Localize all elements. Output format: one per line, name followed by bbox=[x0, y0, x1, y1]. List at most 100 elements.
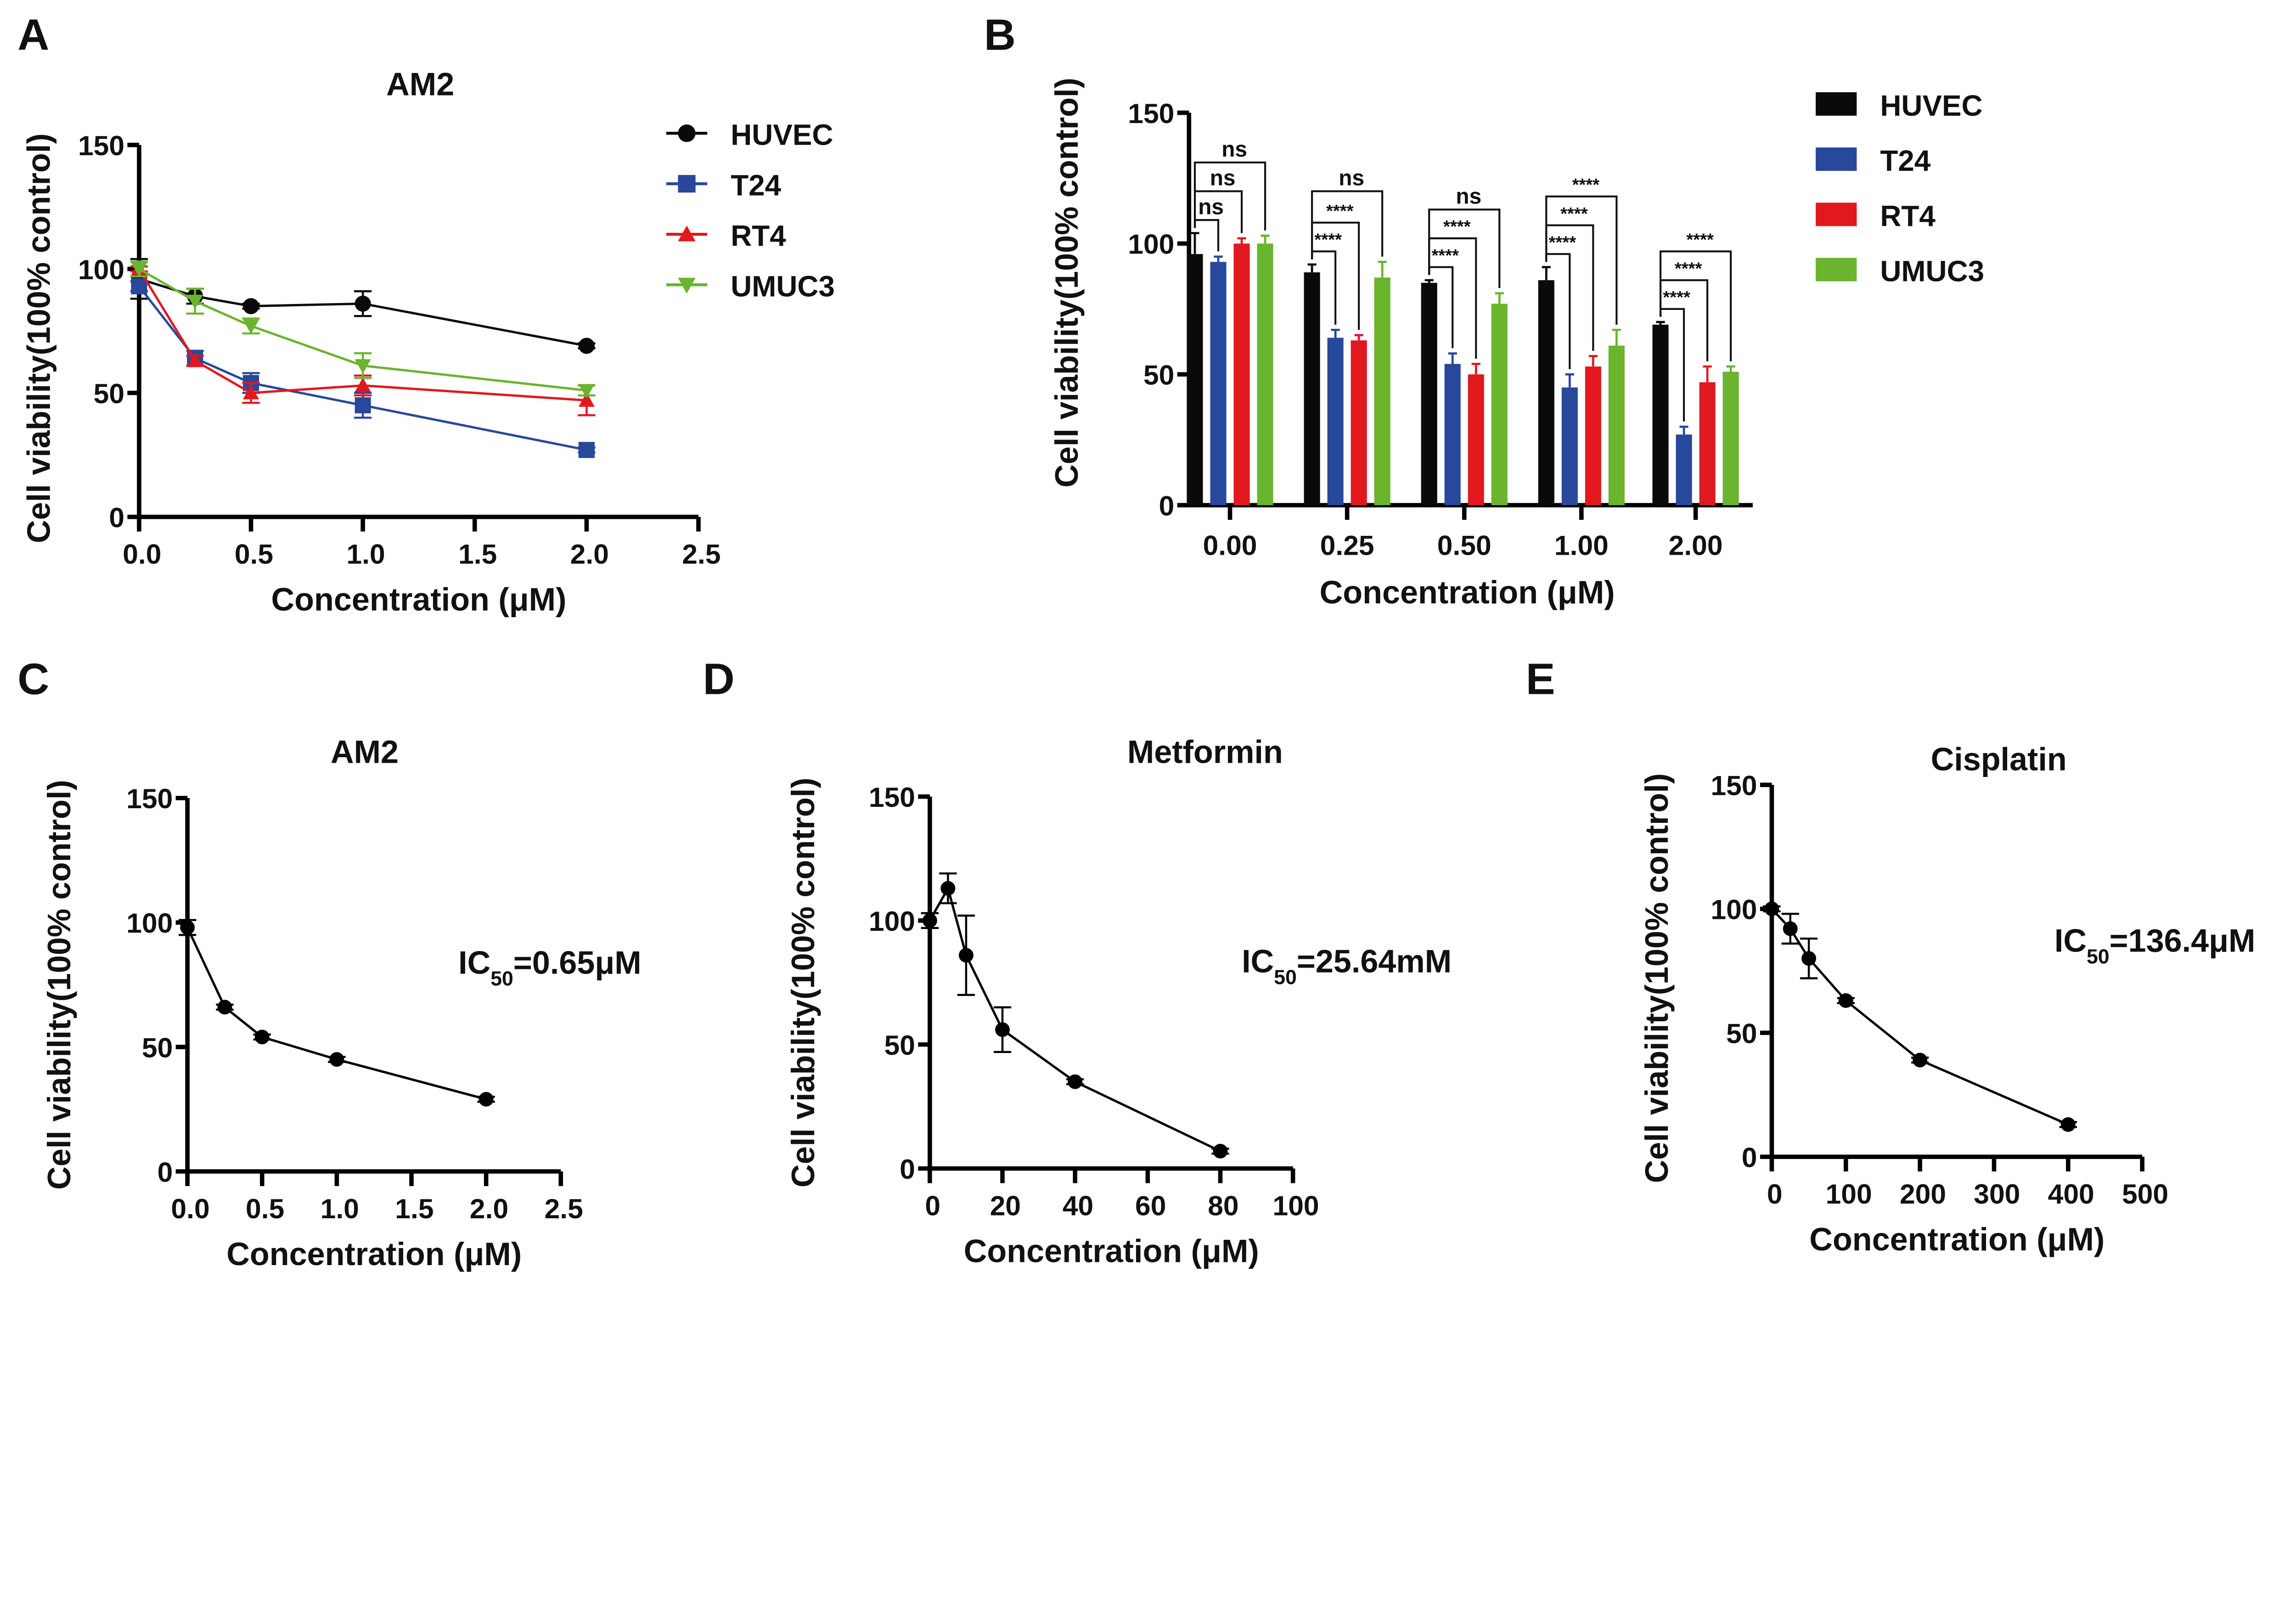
legend-swatch bbox=[1816, 147, 1857, 171]
x-tick-label: 2.5 bbox=[682, 539, 720, 570]
legend-label: UMUC3 bbox=[1880, 255, 1984, 288]
x-tick-label: 500 bbox=[2122, 1178, 2168, 1210]
significance-label: **** bbox=[1549, 232, 1576, 252]
significance-bracket bbox=[1311, 190, 1384, 259]
x-tick-label: 1.0 bbox=[321, 1193, 359, 1224]
legend-swatch bbox=[1816, 258, 1857, 281]
bar bbox=[1538, 280, 1554, 506]
significance-bracket bbox=[1193, 219, 1220, 252]
data-point bbox=[578, 338, 595, 354]
series-huvec bbox=[1187, 232, 1669, 506]
ic50-subscript: 50 bbox=[490, 968, 513, 990]
x-tick-label: 1.00 bbox=[1554, 530, 1609, 561]
data-point bbox=[678, 175, 696, 193]
y-tick-label: 100 bbox=[869, 906, 915, 937]
significance-label: ns bbox=[1221, 137, 1247, 162]
legend-label: RT4 bbox=[731, 220, 786, 253]
bar bbox=[1233, 243, 1250, 506]
significance-label: **** bbox=[1432, 246, 1459, 265]
bar bbox=[1421, 282, 1437, 506]
y-axis-label: Cell viability(100% control) bbox=[785, 777, 821, 1188]
y-tick-label: 150 bbox=[1128, 98, 1174, 129]
data-point bbox=[355, 377, 371, 392]
panel-label: B bbox=[984, 10, 1016, 59]
panel-e: 0 50 100 150 0 100 200 300 400 500 Concentration (… bbox=[1638, 741, 2255, 1257]
series-line bbox=[1771, 908, 2069, 1126]
y-tick-label: 0 bbox=[158, 1156, 173, 1188]
significance-label: ns bbox=[1210, 166, 1236, 191]
data-point bbox=[217, 1000, 232, 1015]
panel-label: E bbox=[1526, 654, 1555, 704]
significance-label: **** bbox=[1663, 287, 1690, 307]
data-point bbox=[678, 277, 696, 294]
y-axis-label: Cell viability(100% control) bbox=[1638, 773, 1675, 1183]
panel-label: D bbox=[703, 654, 735, 704]
x-tick-label: 0.5 bbox=[235, 539, 273, 570]
legend-label: HUVEC bbox=[731, 118, 833, 152]
x-tick-label: 1.0 bbox=[346, 539, 385, 570]
significance-label: ns bbox=[1198, 195, 1224, 219]
series-data bbox=[179, 919, 495, 1107]
legend-item-t24: T24 bbox=[1816, 144, 1931, 177]
significance-label: **** bbox=[1326, 201, 1354, 221]
significance-label: **** bbox=[1314, 230, 1342, 250]
series-line bbox=[186, 927, 487, 1101]
data-point bbox=[1213, 1143, 1228, 1159]
data-point bbox=[243, 298, 259, 315]
series-umuc3 bbox=[130, 260, 596, 399]
x-tick-label: 100 bbox=[1273, 1190, 1319, 1221]
data-point bbox=[2060, 1117, 2076, 1132]
x-tick-label: 40 bbox=[1063, 1190, 1093, 1221]
series-data bbox=[921, 872, 1229, 1159]
x-tick-label: 2.5 bbox=[545, 1193, 583, 1224]
series-rt4 bbox=[130, 261, 596, 417]
significance-bracket bbox=[1659, 250, 1732, 361]
chart-title: AM2 bbox=[386, 66, 454, 102]
panel-label: A bbox=[17, 10, 49, 59]
x-tick-label: 80 bbox=[1208, 1190, 1238, 1221]
data-point bbox=[131, 262, 147, 277]
bar bbox=[1722, 371, 1739, 506]
y-tick-label: 0 bbox=[1159, 490, 1175, 521]
bar bbox=[1351, 340, 1367, 506]
x-tick-label: 400 bbox=[2048, 1178, 2094, 1210]
significance-bracket bbox=[1545, 195, 1618, 325]
x-tick-label: 2.0 bbox=[570, 539, 609, 570]
ic50-annotation: IC50=136.4μM bbox=[2054, 923, 2256, 968]
data-point bbox=[1801, 951, 1817, 966]
legend-label: UMUC3 bbox=[731, 270, 835, 303]
ic50-value: =136.4μM bbox=[2110, 923, 2256, 959]
y-tick-label: 100 bbox=[78, 254, 124, 285]
x-axis-label: Concentration (μM) bbox=[964, 1233, 1259, 1269]
x-tick-label: 0 bbox=[925, 1190, 940, 1221]
data-point bbox=[187, 294, 203, 310]
significance-label: **** bbox=[1675, 259, 1702, 278]
x-tick-label: 1.5 bbox=[458, 539, 497, 570]
bar bbox=[1676, 434, 1692, 506]
y-tick-label: 50 bbox=[884, 1030, 915, 1061]
ic50-value: =0.65μM bbox=[513, 945, 642, 981]
significance-label: ns bbox=[1339, 166, 1364, 191]
ic50-prefix: IC bbox=[2054, 923, 2087, 959]
significance-bracket bbox=[1428, 208, 1501, 288]
y-tick-label: 50 bbox=[1726, 1018, 1757, 1049]
data-point bbox=[1783, 921, 1798, 936]
series-line bbox=[929, 885, 1221, 1153]
data-point bbox=[940, 881, 956, 896]
y-tick-label: 0 bbox=[109, 502, 124, 533]
y-tick-label: 50 bbox=[142, 1032, 173, 1063]
x-tick-label: 1.5 bbox=[395, 1193, 433, 1224]
data-point bbox=[329, 1052, 344, 1067]
legend-label: T24 bbox=[1880, 144, 1930, 177]
figure: A B C D E 0 50 100 150 0.0 0.5 1.0 1.5 2.0 2.5 Concentr… bbox=[17, 10, 2255, 1272]
significance-label: **** bbox=[1560, 204, 1588, 224]
y-tick-label: 100 bbox=[126, 907, 173, 939]
y-tick-label: 150 bbox=[1711, 770, 1757, 801]
bar bbox=[1468, 374, 1484, 506]
panel-d: 0 50 100 150 0 20 40 60 80 100 Concentration (μM) C… bbox=[785, 733, 1452, 1269]
legend-item-rt4: RT4 bbox=[666, 220, 786, 253]
data-point bbox=[578, 442, 595, 458]
bar bbox=[1585, 366, 1601, 506]
series-umuc3 bbox=[1257, 234, 1739, 506]
data-point bbox=[180, 920, 195, 935]
